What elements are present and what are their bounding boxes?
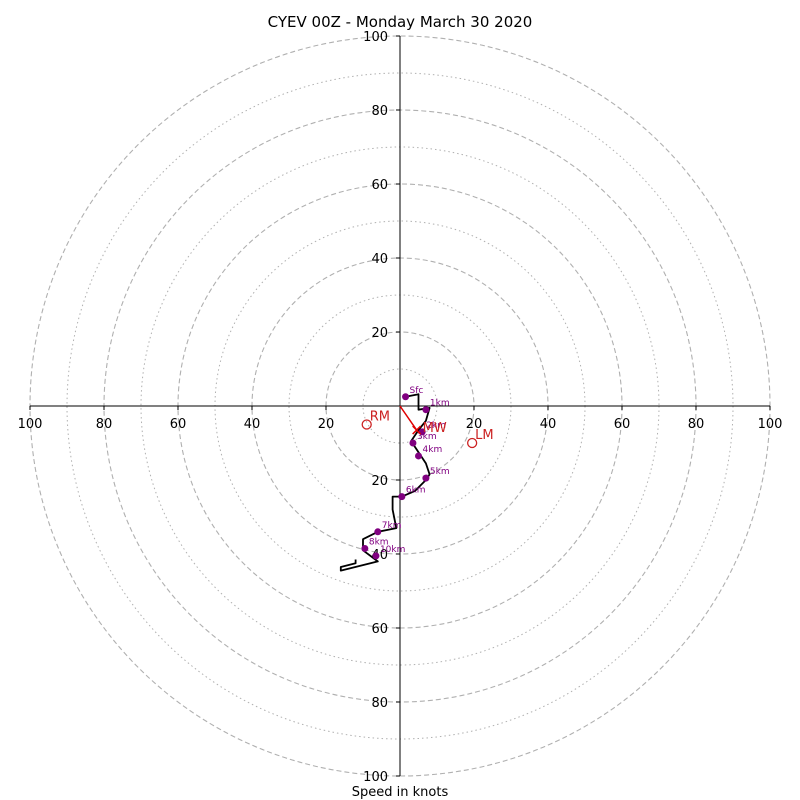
height-marker-dot xyxy=(422,474,430,482)
x-tick-label: 100 xyxy=(18,417,43,432)
x-tick-label: 40 xyxy=(244,417,261,432)
height-marker-dot xyxy=(409,439,417,447)
height-marker-label: 4km xyxy=(423,445,443,455)
y-tick-label: 40 xyxy=(371,252,388,267)
right-mover-label: RM xyxy=(370,410,390,425)
height-marker-dot xyxy=(402,393,410,401)
height-marker-label: 7km xyxy=(382,521,402,531)
x-tick-label: 60 xyxy=(614,417,631,432)
y-tick-label: 20 xyxy=(371,474,388,489)
y-tick-label: 60 xyxy=(371,178,388,193)
storm-motion-markers: RM LM MW xyxy=(361,410,494,449)
height-marker-dot xyxy=(398,493,406,501)
chart-title: CYEV 00Z - Monday March 30 2020 xyxy=(268,13,533,31)
height-marker-label: 5km xyxy=(430,467,450,477)
x-tick-label: 80 xyxy=(96,417,113,432)
y-tick-label: 80 xyxy=(371,696,388,711)
y-tick-label: 80 xyxy=(371,104,388,119)
height-marker-dot xyxy=(374,528,382,536)
height-marker-label: 6km xyxy=(406,486,426,496)
height-marker-dot xyxy=(361,544,369,552)
height-marker-label: 2km xyxy=(426,421,446,431)
x-tick-label: 60 xyxy=(170,417,187,432)
x-tick-label: 100 xyxy=(758,417,783,432)
mean-wind-vector xyxy=(399,405,418,431)
height-marker-dot xyxy=(415,452,422,460)
x-tick-label: 40 xyxy=(540,417,557,432)
y-tick-label: 20 xyxy=(371,326,388,341)
x-tick-label: 20 xyxy=(466,417,483,432)
y-tick-label: 60 xyxy=(371,622,388,637)
x-tick-label: 20 xyxy=(318,417,335,432)
x-axis-label: Speed in knots xyxy=(352,785,449,800)
height-marker-dot xyxy=(372,552,380,560)
height-marker-label: Sfc xyxy=(410,386,424,396)
left-mover-marker xyxy=(466,437,478,449)
right-mover-marker xyxy=(361,419,372,430)
height-marker-label: 10km xyxy=(380,545,405,555)
height-marker-label: 3km xyxy=(417,432,437,442)
tick-labels: 1001008080606040402020202040406060808010… xyxy=(18,30,783,785)
height-marker-dot xyxy=(422,406,430,414)
left-mover-label: LM xyxy=(475,428,493,443)
y-tick-label: 100 xyxy=(363,30,388,45)
x-tick-label: 80 xyxy=(688,417,705,432)
height-marker-label: 8km xyxy=(369,537,389,547)
mean-wind-marker xyxy=(412,425,422,435)
height-marker-label: 1km xyxy=(430,399,450,409)
y-tick-label: 100 xyxy=(363,770,388,785)
mean-wind-label: MW xyxy=(423,421,447,436)
